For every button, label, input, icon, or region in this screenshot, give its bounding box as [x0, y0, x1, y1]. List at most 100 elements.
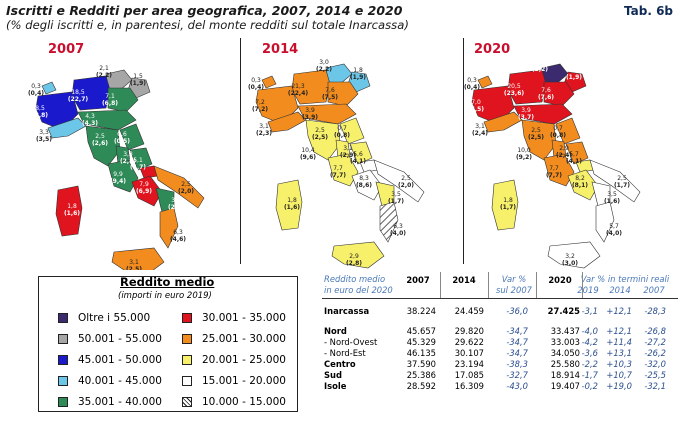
region-income-share-label: (7,5) [322, 94, 338, 101]
legend-box [38, 276, 298, 412]
table-divider [488, 272, 489, 298]
real-var-2007: -27,2 [644, 337, 666, 347]
legend-swatch [58, 376, 68, 386]
region-sardegna [491, 179, 519, 231]
legend-swatch [182, 397, 192, 407]
region-share-label: 7,7 [549, 165, 559, 172]
legend-label: 20.001 - 25.000 [202, 354, 286, 366]
year-label-2020: 2020 [474, 42, 511, 57]
real-var-2007: -28,3 [644, 306, 666, 316]
region-share-label: 5,7 [569, 151, 579, 158]
value-2020: 34.050 [550, 348, 580, 358]
value-2014: 16.309 [454, 381, 484, 391]
legend-swatch [182, 313, 192, 323]
legend-item: 25.001 - 30.000 [182, 333, 286, 345]
region-income-share-label: (8,8) [32, 112, 48, 119]
region-abruzzo [129, 147, 153, 171]
region-income-share-label: (9,2) [516, 154, 532, 161]
region-share-label: 2,5 [401, 175, 411, 182]
value-var-2007: -34,7 [506, 348, 528, 358]
region-liguria [483, 111, 523, 133]
table-divider [440, 272, 441, 298]
header-real-2007: 2007 [643, 285, 665, 295]
region-income-share-label: (4,1) [350, 158, 366, 165]
legend-title: Reddito medio [120, 275, 215, 289]
region-share-label: 7,6 [325, 87, 335, 94]
table-row-label: Centro [324, 359, 356, 369]
region-campania [131, 175, 163, 207]
legend-swatch [58, 313, 68, 323]
region-income-share-label: (2,8) [120, 158, 136, 165]
region-share-label: 3,1 [259, 123, 269, 130]
region-puglia [373, 159, 425, 203]
table-row-label: Nord [324, 326, 347, 336]
region-share-label: 5,1 [133, 157, 143, 164]
header-2014: 2014 [452, 275, 476, 285]
region-income-share-label: (0,4) [248, 84, 264, 91]
region-share-label: 3,1 [343, 145, 353, 152]
region-share-label: 1,8 [67, 203, 77, 210]
map-2020: 0,3(0,4)3,0(2,2) 1,8(1,9)20,5(23,6)7,0(7,… [464, 59, 641, 269]
map-panel-2014 [240, 38, 464, 264]
region-share-label: 7,0 [471, 99, 481, 106]
region-income-share-label: (7,7) [330, 172, 346, 179]
region-share-label: 5,7 [609, 223, 619, 230]
page-subtitle: (% degli iscritti e, in parentesi, del m… [6, 18, 409, 32]
real-var-2007: -26,8 [644, 326, 666, 336]
table-row-label: - Nord-Ovest [324, 337, 378, 347]
region-income-share-label: (2,4) [472, 130, 488, 137]
region-emilia [77, 109, 137, 131]
region-share-label: 3,4 [171, 197, 181, 204]
region-share-label: 21,3 [291, 83, 305, 90]
region-share-label: 7,7 [333, 165, 343, 172]
table-row-label: Inarcassa [324, 306, 370, 316]
region-share-label: 0,3 [31, 83, 41, 90]
legend-label: Oltre i 55.000 [78, 312, 151, 324]
legend-label: 15.001 - 20.000 [202, 375, 286, 387]
region-toscana [521, 119, 557, 161]
value-var-2007: -36,0 [506, 306, 528, 316]
region-income-share-label: (23,6) [504, 90, 525, 97]
legend-swatch [58, 334, 68, 344]
region-income-share-label: (7,2) [252, 106, 268, 113]
region-share-label: 2,9 [349, 253, 359, 260]
header-real-var: Var % in termini reali [580, 274, 670, 284]
map-2014: 0,3(0,4)3,0(2,2) 1,8(1,9)21,3(22,4)7,2(7,… [248, 59, 425, 269]
region-income-share-label: (2,5) [312, 134, 328, 141]
region-puglia [589, 159, 641, 203]
real-var-2007: -32,0 [644, 359, 666, 369]
table-header-rule [322, 298, 678, 299]
legend-item: 20.001 - 25.000 [182, 354, 286, 366]
value-var-2007: -34,7 [506, 326, 528, 336]
real-var-2014: +10,3 [606, 359, 632, 369]
region-sicilia [547, 241, 601, 269]
region-income-share-label: (4,0) [606, 230, 622, 237]
region-income-share-label: (7,7) [546, 172, 562, 179]
region-share-label: 20,5 [507, 83, 521, 90]
region-calabria [159, 207, 179, 249]
region-sicilia [111, 247, 165, 270]
legend-swatch [58, 355, 68, 365]
region-veneto [327, 81, 359, 107]
real-var-2014: +13,1 [606, 348, 632, 358]
region-share-label: 8,3 [359, 175, 369, 182]
region-share-label: 0,7 [337, 125, 347, 132]
region-calabria [595, 201, 615, 243]
region-income-share-label: (0,5) [114, 138, 130, 145]
region-share-label: 3,0 [319, 59, 329, 66]
header-var: Var % [501, 274, 527, 284]
region-share-label: 3,0 [535, 59, 545, 66]
region-income-share-label: (1,7) [388, 198, 404, 205]
region-income-share-label: (7,6) [538, 94, 554, 101]
region-share-label: 2,5 [617, 175, 627, 182]
region-liguria [267, 111, 307, 133]
region-income-share-label: (4,0) [390, 230, 406, 237]
region-income-share-label: (9,6) [300, 154, 316, 161]
region-umbria [335, 139, 351, 159]
legend-swatch [58, 397, 68, 407]
region-share-label: 7,9 [139, 181, 149, 188]
region-income-share-label: (3,9) [302, 114, 318, 121]
region-income-share-label: (7,5) [468, 106, 484, 113]
region-income-share-label: (1,7) [500, 204, 516, 211]
region-share-label: 0,7 [553, 125, 563, 132]
